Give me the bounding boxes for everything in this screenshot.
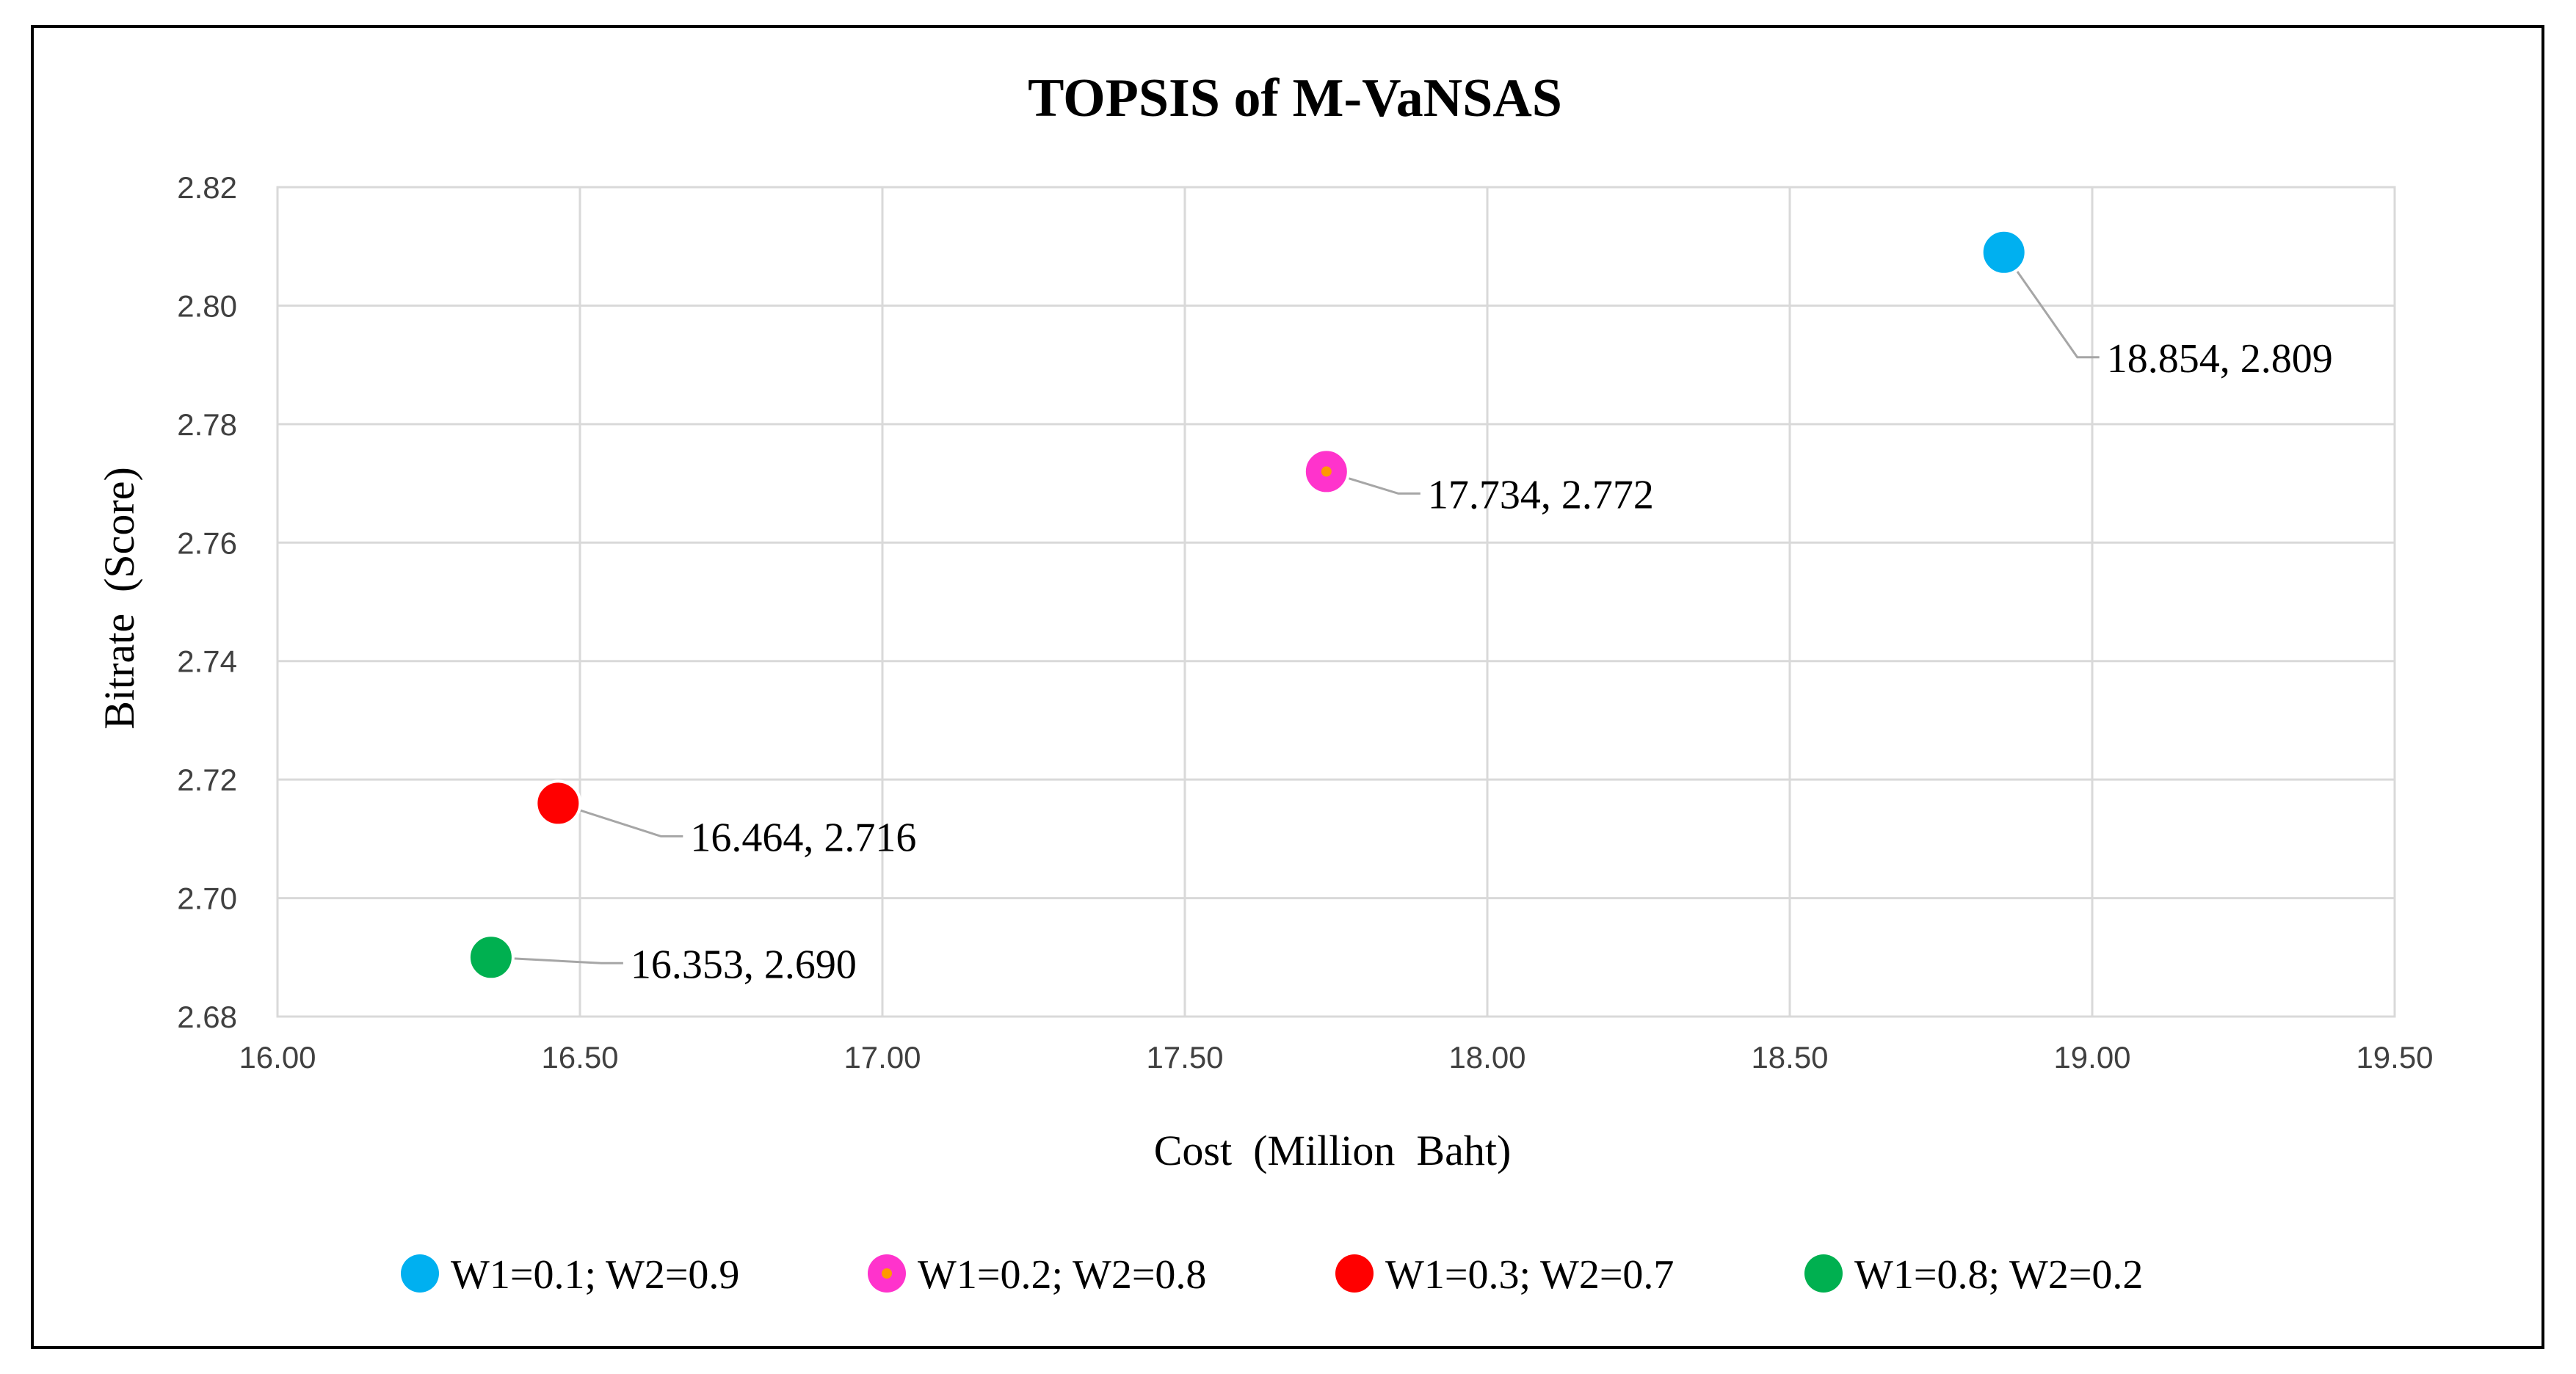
x-axis-title: Cost (Million Baht) xyxy=(1154,1127,1512,1174)
data-point xyxy=(467,934,515,981)
y-tick-label: 2.78 xyxy=(177,407,237,442)
y-tick-label: 2.72 xyxy=(177,763,237,797)
x-tick-label: 17.50 xyxy=(1146,1040,1223,1075)
data-label-leader xyxy=(1326,470,1421,495)
chart-title: TOPSIS of M-VaNSAS xyxy=(1028,68,1562,128)
legend-marker xyxy=(1804,1254,1843,1293)
y-tick-label: 2.80 xyxy=(177,288,237,323)
data-label: 17.734, 2.772 xyxy=(1428,472,1654,517)
data-marks: 18.854, 2.809 17.734, 2.772 16.464, 2.716 1… xyxy=(467,228,2333,987)
y-tick-label: 2.70 xyxy=(177,882,237,916)
y-tick-label: 2.68 xyxy=(177,1000,237,1034)
data-label-leader xyxy=(557,802,683,837)
x-tick-label: 19.50 xyxy=(2356,1040,2433,1075)
data-label: 16.464, 2.716 xyxy=(690,815,916,860)
x-tick-label: 18.00 xyxy=(1448,1040,1525,1075)
data-point xyxy=(534,779,582,827)
x-tick-label: 16.00 xyxy=(239,1040,316,1075)
legend-marker xyxy=(401,1254,439,1293)
legend-label: W1=0.2; W2=0.8 xyxy=(918,1252,1206,1298)
legend-label: W1=0.3; W2=0.7 xyxy=(1385,1252,1674,1298)
data-label-leader xyxy=(490,956,623,964)
y-tick-label: 2.82 xyxy=(177,170,237,205)
data-label-leader xyxy=(2003,251,2100,359)
legend-label: W1=0.1; W2=0.9 xyxy=(451,1252,739,1298)
y-axis-title: Bitrate (Score) xyxy=(95,467,143,730)
x-tick-label: 17.00 xyxy=(843,1040,921,1075)
y-tick-label: 2.74 xyxy=(177,644,237,679)
legend-label: W1=0.8; W2=0.2 xyxy=(1854,1252,2143,1298)
data-label: 16.353, 2.690 xyxy=(631,942,857,987)
tick-labels: 16.00 16.50 17.00 17.50 18.00 18.50 19.00 19.50… xyxy=(177,170,2433,1075)
x-tick-label: 19.00 xyxy=(2053,1040,2130,1075)
legend-marker xyxy=(1335,1254,1374,1293)
data-label: 18.854, 2.809 xyxy=(2107,336,2333,382)
legend: W1=0.1; W2=0.9 W1=0.2; W2=0.8 W1=0.3; W2=0… xyxy=(401,1252,2143,1298)
chart-frame xyxy=(31,25,2544,1349)
x-tick-label: 16.50 xyxy=(541,1040,618,1075)
data-point xyxy=(1980,228,2028,276)
legend-marker-center xyxy=(882,1268,892,1279)
x-tick-label: 18.50 xyxy=(1751,1040,1828,1075)
grid xyxy=(276,186,2396,1018)
data-point-center xyxy=(1321,466,1332,477)
y-tick-label: 2.76 xyxy=(177,526,237,560)
